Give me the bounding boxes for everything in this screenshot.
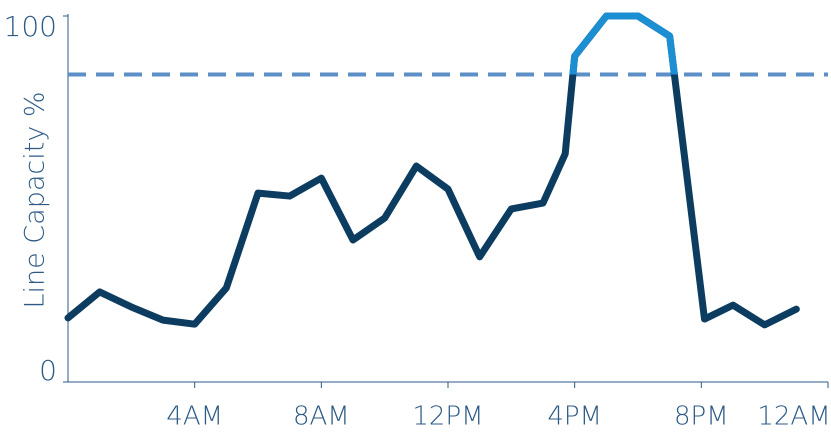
- x-tick-label: 8AM: [293, 402, 350, 432]
- x-tick-label: 12AM: [757, 402, 830, 432]
- y-tick-label: 0: [39, 354, 57, 387]
- x-tick-label: 12PM: [412, 402, 483, 432]
- x-tick-label: 4PM: [547, 402, 602, 432]
- y-tick-label: 100: [4, 10, 57, 43]
- x-tick-label: 4AM: [166, 402, 223, 432]
- line: [64, 12, 800, 329]
- y-axis-label: Line Capacity %: [20, 91, 51, 308]
- x-tick-label: 8PM: [674, 402, 729, 432]
- line-above-threshold: [569, 12, 678, 75]
